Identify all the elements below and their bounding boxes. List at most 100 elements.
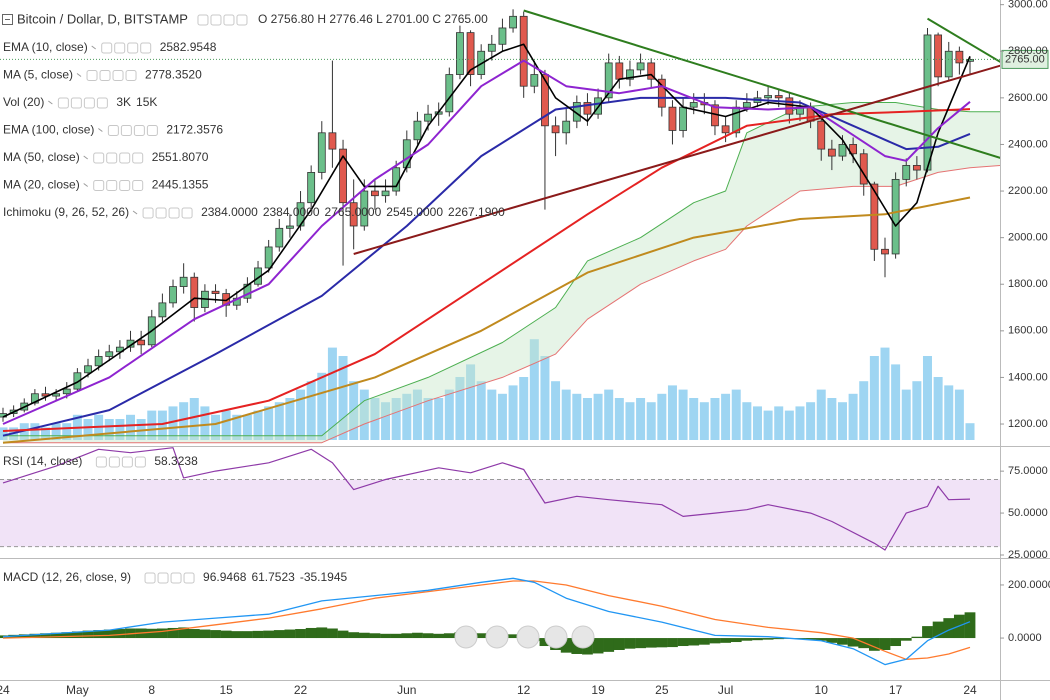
volume-bar: [721, 393, 731, 440]
macd-value: 61.7523: [251, 570, 295, 584]
macd-value: 96.9468: [203, 570, 247, 584]
macd-histogram-bar: [263, 630, 275, 639]
y-tick-label: 0.0000: [1008, 632, 1042, 644]
nav-button[interactable]: [544, 625, 568, 649]
candle-body: [562, 120, 571, 134]
x-tick-label: 24: [963, 683, 977, 697]
macd-histogram-bar: [507, 634, 519, 639]
y-tick-label: 25.0000: [1008, 549, 1048, 561]
macd-histogram-bar: [242, 631, 253, 639]
volume-bar: [327, 347, 337, 440]
legend-value: 2551.8070: [152, 150, 209, 164]
candle-body: [934, 34, 943, 78]
volume-bar: [497, 393, 507, 440]
macd-histogram-bar: [964, 612, 976, 639]
volume-bar: [487, 389, 497, 440]
volume-bar: [423, 398, 433, 440]
macd-signal-line: [2, 580, 971, 660]
macd-histogram-bar: [932, 621, 944, 639]
volume-bar: [381, 402, 391, 440]
y-tick-label: 200.0000: [1008, 579, 1050, 591]
macd-histogram-bar: [358, 632, 370, 639]
rsi-band: [0, 479, 1000, 547]
x-tick-label: 15: [219, 683, 233, 697]
macd-histogram-bar: [348, 632, 360, 639]
nav-button[interactable]: [485, 625, 509, 649]
candle-body: [392, 167, 401, 192]
volume-bar: [784, 410, 794, 440]
volume-bar: [667, 385, 677, 440]
macd-histogram-bar: [146, 628, 158, 639]
volume-bar: [848, 393, 858, 440]
volume-bar: [859, 381, 869, 440]
price-pane: [0, 9, 1000, 444]
macd-histogram-bar: [677, 638, 689, 647]
volume-bar: [816, 389, 826, 440]
candle-body: [519, 15, 528, 87]
macd-histogram-bar: [592, 638, 604, 654]
x-tick-label: Jun: [397, 683, 416, 697]
legend-icon: [101, 42, 113, 54]
legend-icon: [119, 180, 131, 191]
volume-bar: [529, 339, 539, 440]
candle-body: [360, 190, 369, 227]
legend-icon: [133, 125, 145, 136]
macd-histogram-bar: [114, 629, 126, 639]
volume-bar: [880, 347, 890, 440]
legend-name: Ichimoku (9, 26, 52, 26): [3, 205, 129, 219]
candle-body: [105, 351, 114, 357]
legend-caret: [132, 210, 138, 215]
macd-line: [2, 577, 971, 666]
volume-bar: [646, 402, 656, 440]
volume-bar: [221, 410, 231, 440]
trend-line: [523, 9, 1000, 159]
legend-icon: [146, 125, 158, 136]
macd-value: -35.1945: [300, 570, 348, 584]
volume-bar: [689, 398, 699, 440]
legend-value: 2778.3520: [145, 68, 202, 82]
candle-body: [881, 248, 889, 255]
volume-bar: [296, 389, 306, 440]
legend-icon: [70, 97, 82, 109]
candle-body: [657, 78, 666, 108]
volume-bar: [551, 381, 561, 440]
candle-body: [721, 125, 730, 134]
volume-bar: [912, 381, 922, 440]
legend-name: EMA (10, close): [3, 40, 88, 54]
legend-value: 2765.0000: [325, 205, 382, 219]
macd-histogram-bar: [922, 626, 933, 639]
macd-histogram-bar: [826, 638, 838, 643]
candle-body: [179, 276, 188, 287]
nav-button[interactable]: [571, 625, 595, 649]
volume-bar: [179, 402, 189, 440]
macd-histogram-bar: [443, 633, 455, 639]
legend-icon: [183, 572, 195, 584]
volume-bar: [412, 389, 422, 440]
volume-bar: [285, 398, 295, 440]
candle-body: [817, 120, 826, 150]
volume-bar: [625, 402, 635, 440]
candle-body: [402, 139, 411, 169]
volume-bar: [317, 372, 327, 440]
candle-body: [838, 144, 847, 157]
legend-icon: [144, 572, 156, 584]
volume-bar: [136, 419, 146, 440]
macd-histogram-bar: [890, 638, 902, 647]
volume-bar: [678, 389, 688, 440]
nav-button[interactable]: [516, 625, 540, 649]
macd-histogram-bar: [199, 629, 211, 639]
macd-histogram-bar: [61, 632, 73, 639]
macd-histogram-bar: [539, 638, 551, 647]
collapse-icon[interactable]: [2, 14, 13, 25]
nav-button[interactable]: [454, 625, 478, 649]
legend-value: 3K: [116, 95, 131, 109]
x-tick-label: 17: [889, 683, 903, 697]
legend-name: Vol (20): [3, 95, 44, 109]
macd-histogram-bar: [645, 638, 657, 648]
legend-icon: [106, 152, 118, 164]
volume-bar: [402, 393, 412, 440]
legend: Bitcoin / Dollar, D, BITSTAMP O 2756.80 …: [2, 11, 505, 584]
volume-bar: [614, 398, 624, 440]
legend-icon: [157, 572, 169, 584]
legend-icon: [127, 42, 139, 54]
